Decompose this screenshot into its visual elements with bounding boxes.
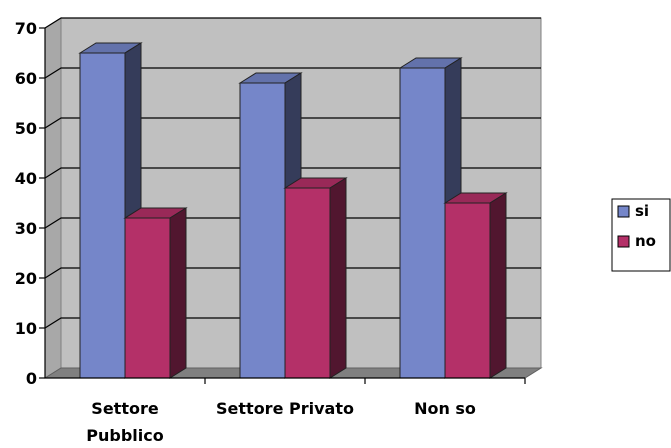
- gridline: [44, 267, 541, 279]
- bars: [78, 42, 508, 379]
- bar-no-0: [123, 207, 188, 379]
- y-tick-label: 60: [15, 69, 37, 88]
- legend-swatch-si: [617, 205, 630, 218]
- y-tick-label: 0: [26, 369, 37, 388]
- x-tick-label: Settore Pubblico: [86, 399, 163, 445]
- y-tick-label: 40: [15, 169, 37, 188]
- bar-no-2: [443, 192, 508, 379]
- legend-label-no: no: [635, 232, 656, 250]
- axes: 0 10 20 30 40 50 60 70 Settore Pubblico Settore Pr…: [15, 19, 526, 445]
- x-tick-label: Settore Privato: [216, 399, 354, 418]
- legend-label-si: si: [635, 202, 649, 220]
- gridline: [44, 217, 541, 229]
- legend-swatch-no: [617, 235, 630, 248]
- gridline: [44, 67, 541, 79]
- x-tick-label: Non so: [414, 399, 476, 418]
- gridline: [44, 17, 541, 29]
- side-wall: [44, 17, 62, 379]
- gridline: [44, 167, 541, 179]
- legend: si no: [611, 198, 671, 272]
- gridlines: [44, 17, 541, 329]
- gridline: [44, 117, 541, 129]
- bar-no-1: [283, 177, 348, 379]
- y-tick-label: 20: [15, 269, 37, 288]
- y-tick-label: 70: [15, 19, 37, 38]
- y-tick-label: 30: [15, 219, 37, 238]
- gridline: [44, 317, 541, 329]
- y-tick-label: 10: [15, 319, 37, 338]
- y-tick-label: 50: [15, 119, 37, 138]
